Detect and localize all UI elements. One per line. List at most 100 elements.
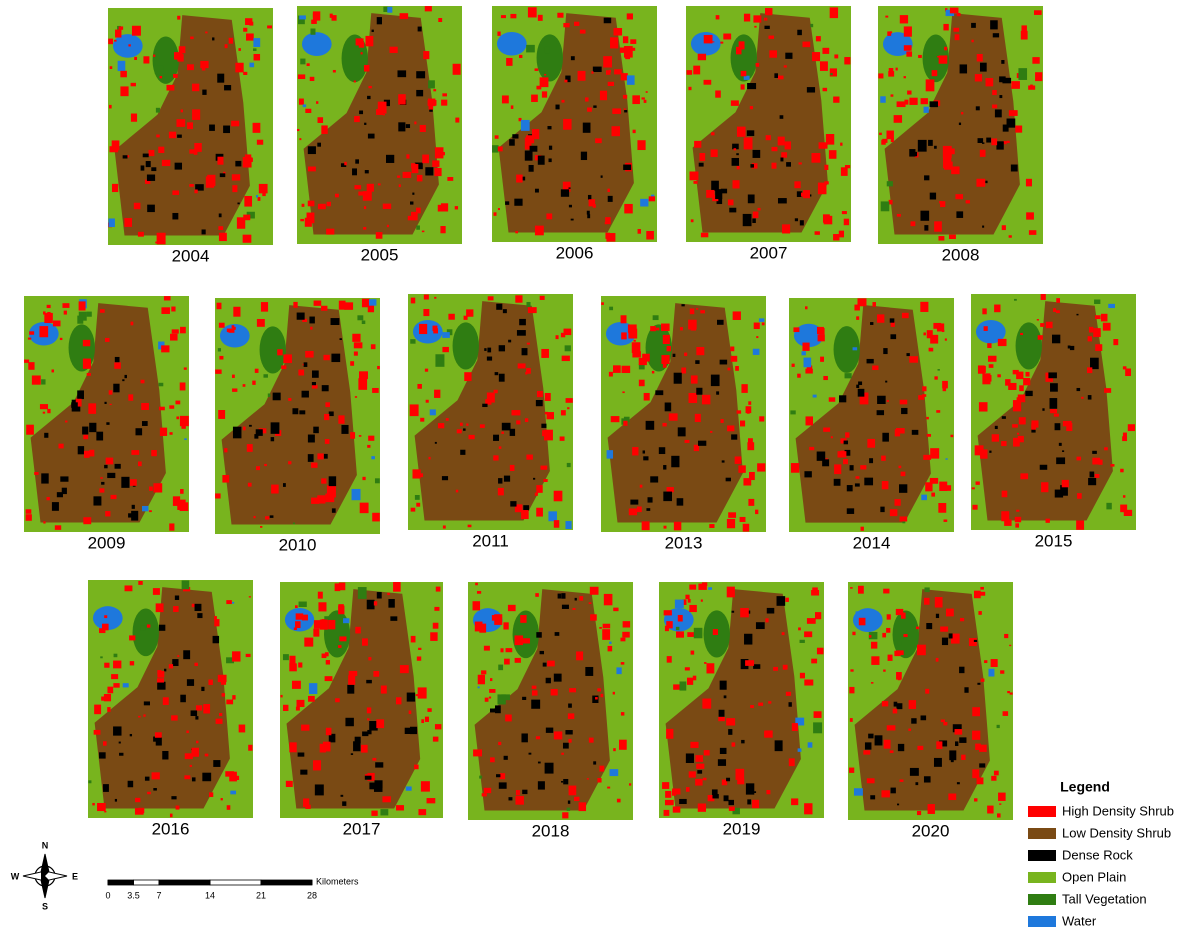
map-pixel [663, 363, 667, 367]
map-pixel [171, 307, 175, 312]
map-pixel [784, 65, 787, 67]
map-pixel [89, 423, 96, 432]
map-pixel [971, 40, 973, 43]
map-pixel [623, 165, 631, 170]
map-pixel [752, 218, 756, 223]
map-pixel [100, 477, 102, 479]
map-pixel [1035, 72, 1042, 81]
map-pixel [732, 158, 739, 166]
map-pixel [496, 774, 500, 777]
map-pixel [313, 760, 321, 770]
map-pixel [554, 491, 563, 502]
map-pixel [110, 66, 113, 69]
map-pixel [593, 204, 596, 208]
map-pixel [580, 30, 586, 34]
map-pixel [595, 138, 602, 143]
map-pixel [718, 717, 725, 721]
map-pixel [257, 140, 263, 145]
map-pixel [800, 673, 805, 679]
map-pixel [942, 330, 944, 332]
map-pixel [604, 594, 613, 605]
map-pixel [722, 460, 725, 462]
map-pixel [826, 134, 834, 145]
map-pixel [227, 805, 231, 810]
map-pixel [728, 729, 732, 735]
map-pixel [128, 781, 134, 787]
map-pixel [1011, 81, 1020, 89]
map-pixel [344, 162, 347, 165]
map-panel: 2009 [24, 296, 189, 552]
map-pixel [283, 705, 288, 711]
map-pixel [28, 362, 34, 370]
map-pixel [318, 592, 323, 599]
map-pixel [92, 803, 94, 805]
map-pixel [655, 390, 663, 395]
map-pixel [297, 313, 305, 320]
map-pixel [744, 634, 752, 645]
map-pixel [338, 415, 344, 423]
map-pixel [173, 606, 179, 612]
map-pixel [422, 155, 429, 164]
map-pixel [425, 6, 432, 11]
map-pixel [898, 641, 901, 646]
map-pixel [293, 523, 295, 525]
map-pixel [79, 301, 86, 310]
map-pixel [383, 7, 387, 12]
map-pixel [283, 354, 292, 363]
map-pixel [151, 450, 157, 456]
map-pixel [627, 75, 635, 84]
map-pixel [806, 416, 813, 425]
map-pixel [298, 753, 305, 757]
map-pixel [147, 205, 155, 212]
map-pixel [621, 73, 628, 80]
map-pixel [627, 13, 633, 19]
map-pixel [977, 54, 983, 61]
scale-segment [159, 880, 210, 885]
map-pixel [328, 620, 335, 629]
map-pixel [369, 299, 376, 306]
map-pixel [418, 648, 421, 650]
map-pixel [526, 135, 534, 143]
map-pixel [219, 713, 222, 716]
map-pixel [1007, 141, 1010, 143]
map-pixel [745, 660, 754, 666]
map-pixel [685, 667, 690, 670]
map-pixel [715, 90, 721, 97]
map-pixel [112, 184, 118, 192]
map-pixel [564, 80, 567, 83]
map-pixel [511, 105, 514, 109]
map-pixel [747, 130, 754, 136]
map-pixel [499, 782, 507, 788]
map-pixel [554, 674, 562, 682]
map-pixel [624, 108, 626, 109]
map-pixel [664, 810, 670, 816]
map-pixel [702, 699, 711, 709]
map-pixel [544, 74, 546, 76]
map-pixel [976, 179, 985, 187]
map-pixel [769, 50, 777, 57]
map-pixel [131, 114, 137, 122]
map-pixel [215, 369, 221, 373]
map-pixel [532, 686, 537, 689]
map-pixel [100, 309, 105, 313]
map-pixel [1034, 10, 1042, 15]
map-pixel [317, 143, 321, 147]
map-pixel [321, 478, 326, 483]
map-pixel [546, 728, 553, 733]
map-pixel [1001, 511, 1009, 521]
map-pixel [869, 635, 871, 638]
map-pixel [179, 46, 186, 53]
map-pixel [741, 71, 747, 76]
map-pixel [924, 107, 929, 113]
map-pixel [219, 356, 223, 360]
map-pixel [541, 424, 546, 428]
map-pixel [811, 659, 817, 664]
map-pixel [368, 134, 375, 139]
map-pixel [972, 505, 977, 510]
map-pixel [354, 185, 361, 189]
map-pixel [310, 29, 315, 35]
map-pixel [972, 707, 980, 716]
map-pixel [159, 383, 164, 387]
map-pixel [261, 302, 268, 312]
map-pixel [138, 716, 140, 718]
